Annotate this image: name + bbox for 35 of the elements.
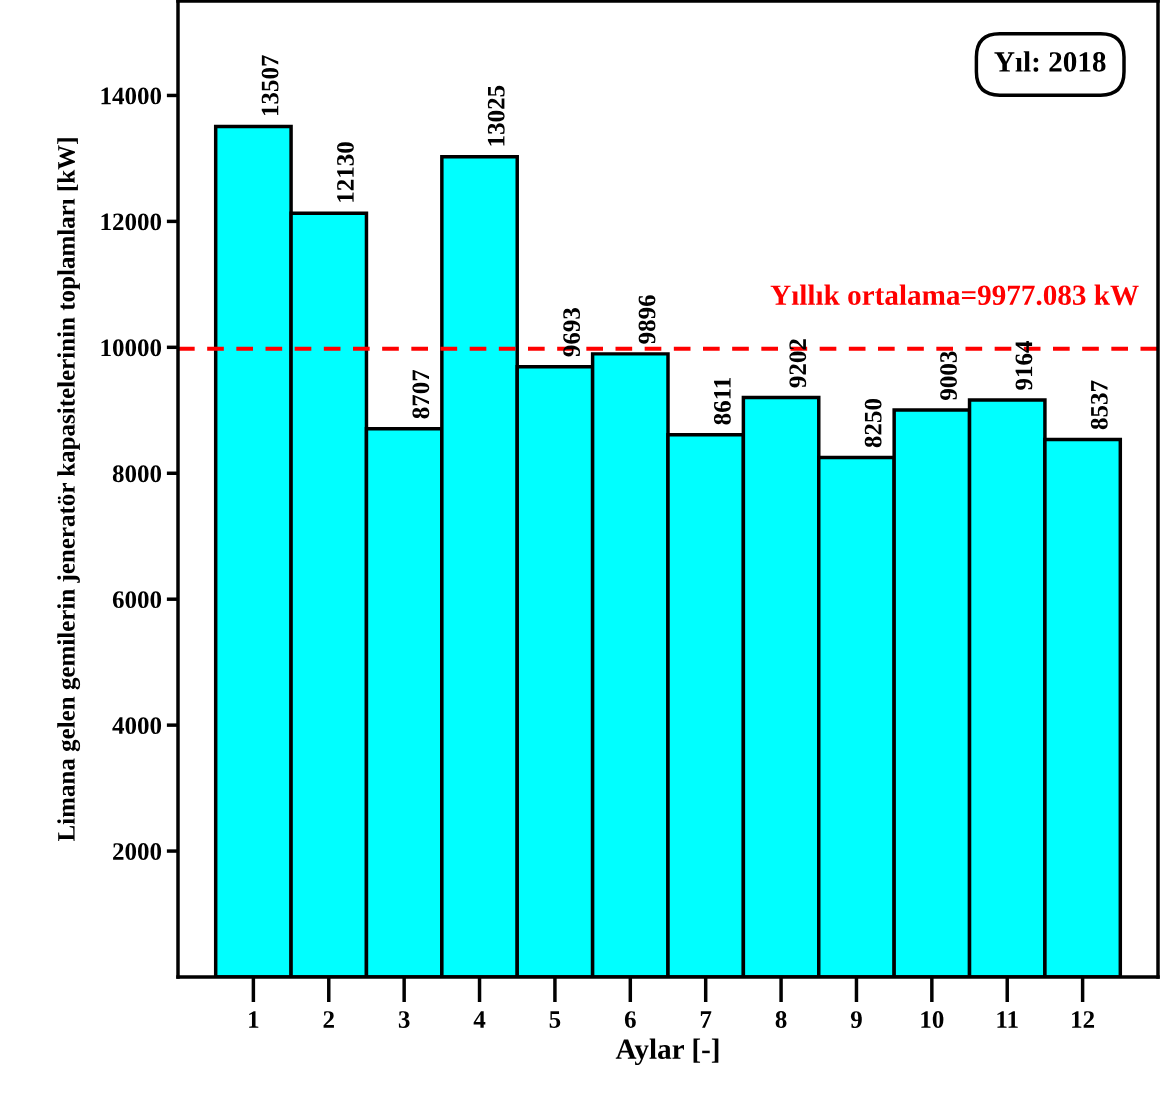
x-tick-label: 6 [624,1011,636,1028]
data-label: 8250 [864,399,882,448]
x-tick-label: 12 [1072,1011,1095,1028]
x-tick-label: 1 [249,1011,259,1028]
y-tick-label: 12000 [101,213,162,231]
x-tick-label: 8 [775,1011,787,1028]
data-label: 8537 [1090,380,1108,430]
y-axis-title: Limana gelen gemilerin jeneratör kapasitelerinin toplamları [kW] [57,138,81,842]
x-axis-title: Aylar [-] [615,1038,719,1066]
data-label: 9693 [563,308,581,357]
x-tick-label: 3 [398,1011,410,1028]
x-tick-label: 11 [997,1011,1018,1028]
data-label: 12130 [337,142,354,202]
data-label: 9202 [789,339,807,388]
data-label: 8707 [412,369,430,419]
x-tick-label: 7 [700,1011,712,1028]
x-tick-label: 10 [921,1011,944,1028]
ref-line-label: Yıllık ortalama=9977.083 kW [770,284,1139,306]
data-label: 13025 [487,85,505,146]
x-tick-label: 5 [549,1011,561,1028]
y-tick-label: 2000 [113,843,162,860]
y-tick-label: 14000 [101,87,162,105]
y-tick-label: 4000 [112,717,162,735]
annotation: Yıl: 2018 [994,51,1106,72]
y-tick-label: 6000 [112,591,162,609]
x-tick-label: 9 [850,1011,862,1028]
data-label: 8611 [713,378,731,425]
data-label: 13507 [261,55,279,116]
data-label: 9896 [638,295,656,344]
data-label: 9164 [1015,340,1033,390]
y-tick-label: 10000 [101,339,162,357]
x-tick-label: 4 [473,1011,486,1028]
x-tick-label: 2 [323,1011,334,1028]
data-label: 9003 [940,351,957,400]
y-tick-label: 8000 [112,465,162,483]
